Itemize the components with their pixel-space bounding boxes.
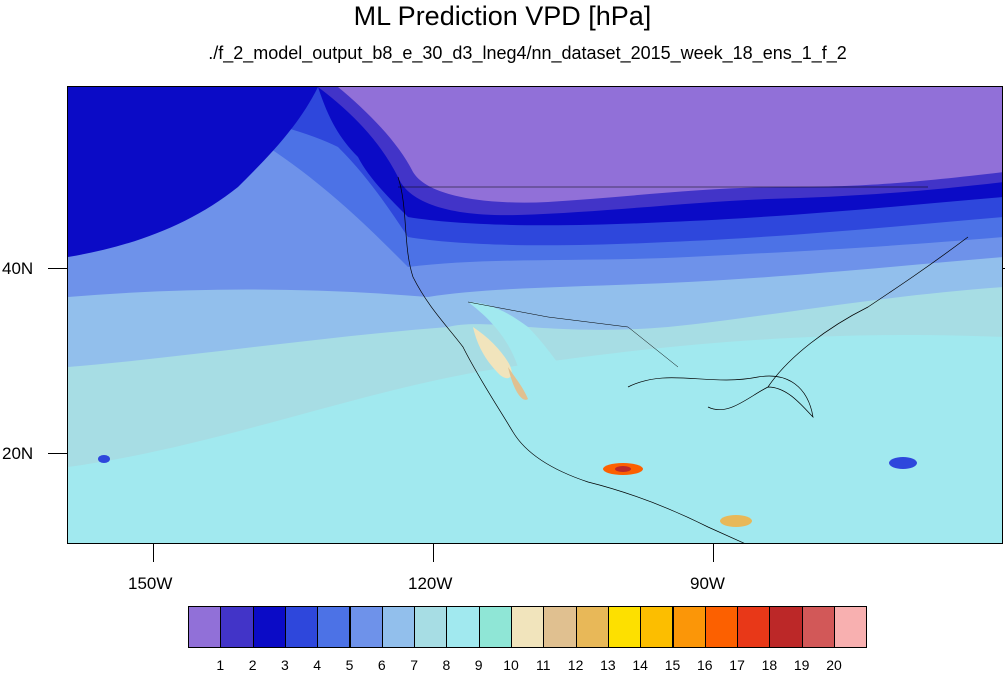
colorbar-label: 12 [567, 657, 584, 673]
colorbar-label: 5 [345, 657, 354, 673]
lon-label-120w: 120W [408, 574, 453, 593]
colorbar-swatch [769, 606, 803, 648]
colorbar-swatch [543, 606, 577, 648]
colorbar-label: 6 [377, 657, 386, 673]
tick-40n-right [1003, 268, 1005, 269]
colorbar-swatch [834, 606, 868, 648]
colorbar-label: 8 [442, 657, 451, 673]
colorbar-label: 2 [248, 657, 257, 673]
lat-label-40n: 40N [2, 259, 34, 278]
map-subtitle: ./f_2_model_output_b8_e_30_d3_lneg4/nn_d… [208, 43, 847, 63]
coastline-east [767, 236, 969, 388]
colorbar-swatch [607, 606, 642, 648]
lon-label-90w: 90W [690, 574, 725, 593]
blue-patch-hawaii [98, 455, 110, 463]
vpd-map [67, 86, 1003, 544]
hotspot-sonora [508, 367, 528, 400]
border-us-mexico [467, 301, 679, 368]
colorbar-swatch [188, 606, 222, 648]
colorbar-label: 18 [761, 657, 778, 673]
colorbar-label: 15 [664, 657, 681, 673]
colorbar-label: 3 [280, 657, 289, 673]
colorbar-swatch [317, 606, 351, 648]
colorbar-label: 4 [313, 657, 322, 673]
colorbar-swatch [446, 606, 480, 648]
lon-label-150w: 150W [128, 574, 173, 593]
colorbar-swatch [575, 606, 609, 648]
colorbar-swatch [252, 606, 286, 648]
vpd-contour-field [68, 87, 1002, 543]
band-0 [338, 87, 1002, 203]
map-title: ML Prediction VPD [hPa] [353, 1, 652, 31]
tick-40n-left [48, 268, 67, 269]
hotspot-guerrero-core [615, 466, 631, 472]
colorbar-label: 13 [600, 657, 616, 673]
colorbar-label: 9 [474, 657, 483, 673]
colorbar-swatch [478, 606, 512, 648]
tick-120w [433, 544, 434, 562]
colorbar-label: 19 [793, 657, 810, 673]
mexico-dry-region [468, 302, 628, 487]
colorbar-swatch [640, 606, 674, 648]
pacific-low [68, 87, 318, 257]
coastline-gulf [627, 375, 814, 419]
colorbar-swatch [381, 606, 416, 648]
colorbar-label: 7 [410, 657, 418, 673]
colorbar-label: 11 [536, 657, 551, 673]
colorbar-swatch [672, 606, 706, 648]
colorbar-swatch [511, 606, 545, 648]
colorbar-swatch [801, 606, 835, 648]
blue-patch-caribbean [889, 457, 917, 469]
tick-150w [153, 544, 154, 562]
colorbar-label: 17 [729, 657, 745, 673]
colorbar-label: 20 [826, 657, 842, 673]
lat-label-20n: 20N [2, 444, 34, 463]
colorbar-swatch [737, 606, 771, 648]
colorbar-swatch [220, 606, 254, 648]
colorbar-swatch [349, 606, 383, 648]
tick-90w [713, 544, 714, 562]
hotspot-baja [473, 327, 512, 379]
colorbar-swatch [414, 606, 448, 648]
colorbar-swatch [704, 606, 739, 648]
colorbar-swatch [284, 606, 319, 648]
tick-20n-left [48, 453, 67, 454]
coastline-west [397, 176, 745, 543]
colorbar-label: 16 [697, 657, 713, 673]
hotspot-central-america [720, 515, 752, 527]
colorbar-label: 10 [503, 657, 519, 673]
colorbar-label: 14 [632, 657, 648, 673]
colorbar-label: 1 [216, 657, 225, 673]
